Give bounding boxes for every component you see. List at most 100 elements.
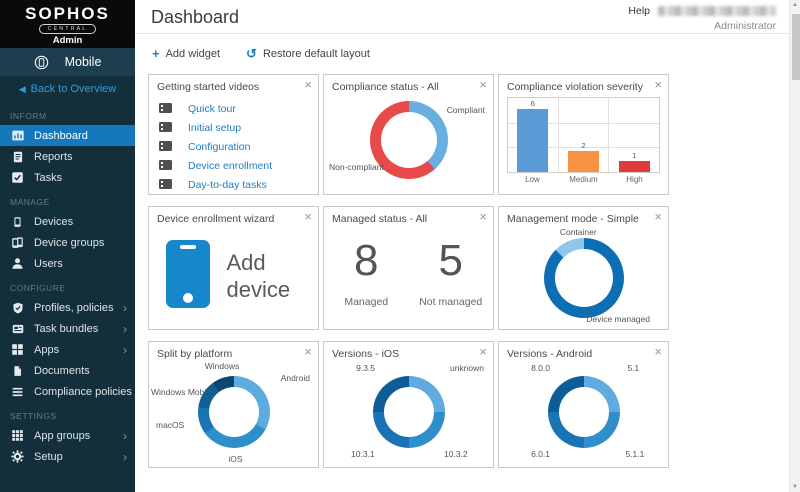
widget-compliance-status: Compliance status - All × Compliant Non-… [323,74,494,195]
bar-rect [517,108,549,172]
donut-label: 5.1.1 [625,449,645,459]
sidebar-item-compliance-policies[interactable]: Compliance policies [0,381,135,402]
donut-label: 6.0.1 [531,449,551,459]
management-mode-donut-chart [543,238,624,318]
donut-label: Android [280,373,310,383]
sidebar-item-tasks[interactable]: Tasks [0,167,135,188]
widget-versions-android: Versions - Android × 8.0.0 5.1 6.0.1 5.1… [498,341,669,468]
bar-value: 1 [632,151,637,161]
shield-check-icon [10,301,25,315]
restore-default-layout-button[interactable]: ↺ Restore default layout [246,47,370,60]
help-area: Help Administrator [628,5,776,32]
bar-value: 2 [581,140,586,150]
scroll-down-icon[interactable]: ▼ [792,484,798,490]
sidebar-item-devices[interactable]: Devices [0,211,135,232]
smartphone-icon [165,239,211,314]
widget-management-mode: Management mode - Simple × Container Dev… [498,206,669,330]
page-title: Dashboard [151,7,240,27]
add-device-label: Add device [226,249,291,303]
widget-title: Getting started videos [157,81,260,93]
sidebar-item-label: Tasks [34,171,63,184]
section-settings: SETTINGS [10,411,57,421]
chevron-right-icon: › [123,449,127,464]
sidebar-item-profiles-policies[interactable]: Profiles, policies › [0,297,135,318]
help-link[interactable]: Help [628,5,650,17]
widget-grid: Getting started videos × Quick tour Init… [148,74,669,468]
donut-label: Device managed [586,314,650,324]
redacted-username[interactable] [658,6,776,16]
back-to-overview-link[interactable]: ◀ Back to Overview [0,76,135,102]
stat-value: 8 [354,235,379,285]
plus-icon: + [152,46,160,61]
widget-managed-status: Managed status - All × 8 Managed 5 Not m… [323,206,494,330]
sidebar-item-label: Apps [34,343,60,356]
sidebar-item-users[interactable]: Users [0,253,135,274]
x-axis-label: High [626,175,643,184]
x-axis-label: Low [525,175,540,184]
widget-title: Compliance status - All [332,81,439,93]
donut-label: Compliant [446,105,485,115]
donut-label: Windows [204,361,240,371]
chevron-right-icon: › [123,300,127,315]
sidebar-item-label: Compliance policies [34,385,132,398]
sidebar-item-apps[interactable]: Apps › [0,339,135,360]
sidebar-item-task-bundles[interactable]: Task bundles › [0,318,135,339]
close-widget-icon[interactable]: × [304,77,312,92]
video-link-quick-tour[interactable]: Quick tour [159,99,310,118]
close-widget-icon[interactable]: × [479,77,487,92]
restore-label: Restore default layout [262,47,370,60]
stat-label: Managed [344,295,389,308]
scrollbar-thumb[interactable] [791,14,800,80]
back-label: Back to Overview [30,83,117,95]
bar-rect [618,161,650,172]
users-icon [10,257,25,271]
video-icon [159,157,172,175]
scroll-up-icon[interactable]: ▲ [792,2,798,8]
close-widget-icon[interactable]: × [654,77,662,92]
sidebar-item-label: Task bundles [34,322,99,335]
donut-label: macOS [156,420,185,430]
close-widget-icon[interactable]: × [654,344,662,359]
sidebar-item-documents[interactable]: Documents [0,360,135,381]
sidebar-item-app-groups[interactable]: App groups › [0,425,135,446]
video-link-day-to-day-tasks[interactable]: Day-to-day tasks [159,175,310,194]
close-widget-icon[interactable]: × [479,344,487,359]
add-widget-button[interactable]: + Add widget [152,47,220,60]
sidebar-item-label: Reports [34,150,73,163]
dashboard-toolbar: + Add widget ↺ Restore default layout [135,34,800,60]
apps-grid-icon [10,343,25,357]
video-link-initial-setup[interactable]: Initial setup [159,118,310,137]
bar-value: 6 [530,98,535,108]
vertical-scrollbar[interactable]: ▲ ▼ [789,0,800,492]
bar-chart: 6 2 1 [507,97,660,173]
close-widget-icon[interactable]: × [479,209,487,224]
add-device-button[interactable]: Add device [157,231,310,321]
sidebar-item-setup[interactable]: Setup › [0,446,135,467]
context-label: Mobile [64,55,102,69]
video-link-configuration[interactable]: Configuration [159,137,310,156]
chevron-right-icon: › [123,342,127,357]
section-configure: CONFIGURE [10,283,66,293]
sidebar-item-reports[interactable]: Reports [0,146,135,167]
stat-label: Not managed [419,295,483,308]
close-widget-icon[interactable]: × [304,209,312,224]
sidebar-item-label: Devices [34,215,74,228]
app-groups-grid-icon [10,429,25,443]
platform-donut-chart [197,376,270,448]
sidebar-item-dashboard[interactable]: Dashboard [0,125,135,146]
video-link-device-enrollment[interactable]: Device enrollment [159,156,310,175]
logo-product: Admin [52,34,83,46]
close-widget-icon[interactable]: × [304,344,312,359]
mobile-icon [34,55,49,69]
ios-versions-donut-chart [372,376,445,448]
tasks-icon [10,171,25,185]
chevron-right-icon: › [123,321,127,336]
donut-label: 8.0.0 [531,363,551,373]
sidebar-item-device-groups[interactable]: Device groups [0,232,135,253]
stat-not-managed: 5 Not managed [409,227,494,319]
sidebar-item-label: Users [34,257,63,270]
bar-high: 1 [608,98,659,172]
main-area: Dashboard Help Administrator + Add widge… [135,0,800,492]
close-widget-icon[interactable]: × [654,209,662,224]
donut-label: 10.3.1 [351,449,375,459]
